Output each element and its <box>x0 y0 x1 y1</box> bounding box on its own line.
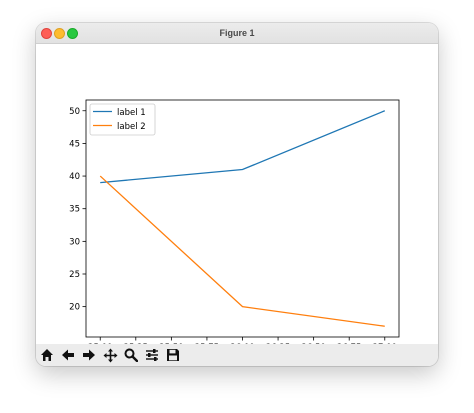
plot-frame <box>85 99 400 338</box>
back-button[interactable] <box>59 346 77 364</box>
legend-label-2: label 2 <box>117 122 146 132</box>
y-tick-label: 20 <box>69 303 80 313</box>
floppy-disk-icon <box>167 349 179 361</box>
figure-canvas[interactable]: 25.0025.2525.5025.7526.0026.2526.5026.75… <box>36 44 438 353</box>
pan-button[interactable] <box>101 346 119 364</box>
save-button[interactable] <box>164 346 182 364</box>
magnifier-icon <box>124 348 138 362</box>
zoom-button[interactable] <box>122 346 140 364</box>
window-title: Figure 1 <box>219 28 255 38</box>
y-axis: 20 25 30 35 40 45 50 <box>69 107 86 313</box>
y-tick-label: 40 <box>69 172 80 182</box>
legend-label-1: label 1 <box>117 108 146 118</box>
minimize-window-button[interactable] <box>54 28 65 39</box>
line-chart: 25.0025.2525.5025.7526.0026.2526.5026.75… <box>69 99 400 353</box>
y-tick-label: 35 <box>69 205 80 215</box>
y-tick-label: 30 <box>69 237 80 247</box>
home-button[interactable] <box>38 346 56 364</box>
figure-window: Figure 1 25.0025.2525.5025.7526.0026.252… <box>36 23 438 366</box>
forward-button[interactable] <box>80 346 98 364</box>
close-window-button[interactable] <box>41 28 52 39</box>
sliders-icon <box>146 349 158 361</box>
maximize-window-button[interactable] <box>67 28 78 39</box>
y-tick-label: 25 <box>69 270 80 280</box>
x-axis: 25.0025.2525.5025.7526.0026.2526.5026.75… <box>88 337 397 353</box>
move-icon <box>103 348 117 362</box>
legend: label 1 label 2 <box>89 103 156 136</box>
y-tick-label: 50 <box>69 107 80 117</box>
title-bar: Figure 1 <box>36 23 438 44</box>
arrow-right-icon <box>83 349 95 361</box>
configure-subplots-button[interactable] <box>143 346 161 364</box>
y-tick-label: 45 <box>69 139 80 149</box>
series-line-1 <box>100 110 386 184</box>
series-lines <box>99 110 386 327</box>
series-line-2 <box>99 175 385 327</box>
home-icon <box>41 349 53 361</box>
navigation-toolbar <box>36 344 438 366</box>
arrow-left-icon <box>62 349 74 361</box>
